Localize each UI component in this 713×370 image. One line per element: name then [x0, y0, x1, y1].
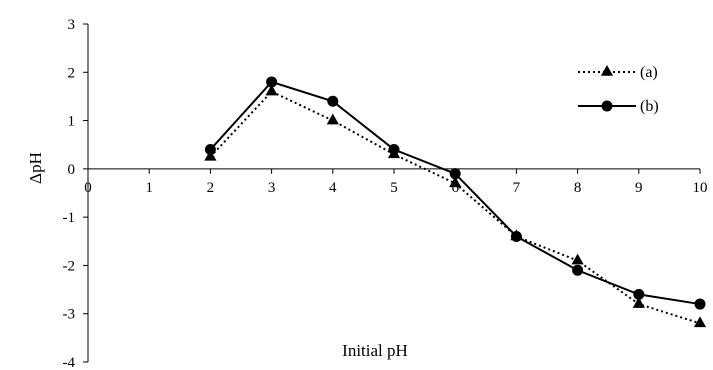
data-point: [327, 95, 339, 107]
legend-label: (b): [640, 98, 659, 115]
legend-item-b: (b): [578, 98, 659, 115]
y-tick-label: -4: [63, 355, 76, 370]
axes: [83, 23, 701, 363]
y-tick-label: 0: [68, 162, 76, 178]
data-point: [388, 144, 400, 156]
data-point: [694, 298, 706, 310]
x-tick-label: 1: [145, 180, 153, 196]
series-group: [204, 76, 707, 328]
y-tick-label: 1: [68, 114, 76, 130]
x-tick-label: 3: [268, 180, 276, 196]
y-tick-label: -3: [63, 307, 76, 323]
data-point: [449, 176, 462, 188]
x-tick-label: 9: [635, 180, 643, 196]
y-tick-labels: 3 2 1 0 -1 -2 -3 -4: [63, 17, 76, 370]
x-tick-labels: 0 1 2 3 4 5 6 7 8 9 10: [84, 180, 707, 196]
data-point: [632, 297, 645, 308]
data-point: [265, 84, 278, 96]
data-point: [571, 253, 584, 265]
x-tick-label: 10: [693, 180, 708, 196]
data-point: [693, 316, 707, 328]
series-line: [209, 90, 701, 325]
series-a: [204, 84, 707, 328]
x-tick-label: 7: [513, 180, 521, 196]
legend-label: (a): [640, 64, 658, 81]
y-tick-label: -1: [63, 210, 76, 226]
x-tick-label: 2: [207, 180, 215, 196]
x-tick-label: 5: [390, 180, 398, 196]
data-point: [449, 168, 461, 180]
series-b: [204, 76, 706, 310]
data-point: [510, 230, 522, 242]
x-tick-label: 6: [451, 180, 459, 196]
data-point: [204, 144, 216, 156]
y-tick-label: 2: [68, 65, 76, 81]
x-tick-label: 0: [84, 180, 92, 196]
x-tick-label: 4: [329, 180, 337, 196]
y-axis-title: ΔpH: [26, 152, 45, 184]
data-point: [633, 288, 645, 300]
data-point: [326, 113, 339, 125]
y-tick-label: 3: [68, 17, 76, 33]
x-tick-label: 8: [574, 180, 582, 196]
y-tick-label: -2: [63, 258, 76, 274]
data-point: [266, 76, 278, 88]
data-point: [572, 264, 584, 276]
data-point: [204, 149, 217, 161]
legend-item-a: (a): [578, 64, 658, 81]
x-axis-title: Initial pH: [342, 341, 408, 360]
legend-marker: [601, 100, 613, 112]
legend: (a) (b): [578, 64, 659, 115]
legend-marker: [600, 64, 614, 76]
